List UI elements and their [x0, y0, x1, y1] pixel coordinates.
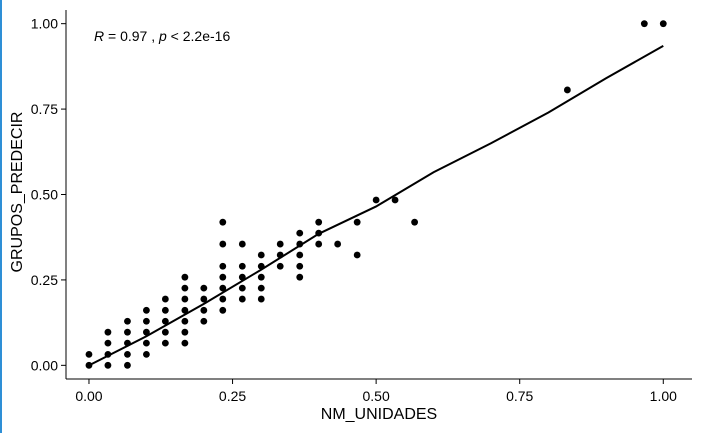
y-tick-label: 0.75: [31, 101, 58, 117]
data-point: [334, 240, 342, 248]
data-point: [124, 317, 131, 325]
x-tick-label: 0.00: [75, 388, 102, 404]
data-point: [181, 273, 189, 281]
data-point: [238, 284, 246, 292]
data-point: [353, 218, 361, 226]
data-point: [257, 251, 265, 259]
data-point: [276, 240, 284, 248]
data-point: [104, 328, 112, 336]
data-point: [296, 273, 304, 281]
data-point: [296, 251, 304, 259]
data-point: [181, 339, 189, 347]
data-point: [219, 262, 227, 270]
y-axis-title: GRUPOS_PREDECIR: [9, 112, 26, 273]
x-tick-label: 0.50: [363, 388, 390, 404]
data-point: [143, 317, 150, 325]
data-point: [143, 306, 150, 314]
data-point: [257, 273, 265, 281]
data-point: [353, 251, 361, 259]
data-point: [219, 218, 227, 226]
data-point: [257, 295, 265, 303]
data-point: [124, 328, 131, 336]
data-point: [200, 306, 208, 314]
data-point: [563, 86, 571, 94]
data-point: [219, 273, 227, 281]
data-point: [124, 351, 131, 358]
data-point: [238, 240, 246, 248]
data-point: [219, 295, 227, 303]
r-label: R: [94, 28, 104, 44]
ticks-layer: 0.00 0.25 0.50 0.75 1.00 0.00 0.25 0.50 0.75 1.00: [31, 16, 677, 404]
data-point: [391, 196, 399, 204]
data-point: [85, 351, 93, 358]
data-point: [104, 339, 112, 347]
data-point: [161, 295, 169, 303]
data-point: [296, 262, 304, 270]
data-point: [315, 240, 323, 248]
data-point: [161, 339, 169, 347]
regression-line: [88, 45, 664, 367]
data-point: [161, 306, 169, 314]
data-point: [411, 218, 419, 226]
data-point: [238, 295, 246, 303]
data-point: [315, 218, 323, 226]
data-point: [181, 295, 189, 303]
y-tick-label: 0.50: [31, 187, 58, 203]
y-tick-label: 0.00: [31, 357, 58, 373]
x-tick-label: 0.75: [506, 388, 533, 404]
data-point: [143, 339, 150, 347]
p-label: p: [158, 28, 167, 44]
data-point: [219, 240, 227, 248]
x-tick-label: 1.00: [650, 388, 677, 404]
data-point: [181, 306, 189, 314]
p-value: < 2.2e-16: [167, 28, 231, 44]
y-tick-label: 1.00: [31, 16, 58, 32]
data-point: [124, 361, 131, 369]
data-point: [238, 262, 246, 270]
data-point: [659, 20, 667, 28]
data-point: [640, 20, 648, 28]
x-tick-label: 0.25: [219, 388, 246, 404]
x-axis-title: NM_UNIDADES: [321, 406, 437, 423]
correlation-annotation: R = 0.97 , p < 2.2e-16: [94, 28, 230, 44]
data-point: [372, 196, 380, 204]
data-point: [161, 317, 169, 325]
data-point: [200, 295, 208, 303]
data-point: [104, 361, 112, 369]
data-point: [143, 351, 150, 358]
data-point: [200, 317, 208, 325]
y-tick-label: 0.25: [31, 272, 58, 288]
data-point: [257, 284, 265, 292]
data-point: [143, 328, 150, 336]
data-point: [181, 284, 189, 292]
data-point: [219, 284, 227, 292]
data-point: [181, 328, 189, 336]
data-point: [200, 284, 208, 292]
data-point: [161, 328, 169, 336]
window-edge: [0, 0, 2, 433]
data-point: [181, 317, 189, 325]
data-point: [276, 262, 284, 270]
data-point: [219, 306, 227, 314]
r-value: = 0.97 ,: [104, 28, 159, 44]
data-point: [296, 229, 304, 237]
points-layer: [85, 20, 667, 369]
